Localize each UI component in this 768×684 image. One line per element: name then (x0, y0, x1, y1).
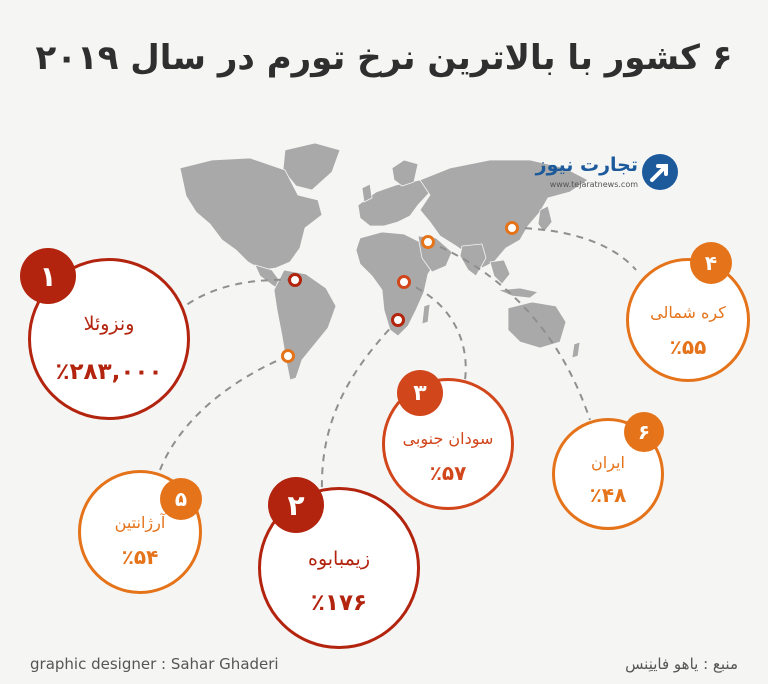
country-card-north-korea: کره شمالی ٪۵۵ (626, 258, 750, 382)
country-card-iran: ایران ٪۴۸ (552, 418, 664, 530)
country-value: ٪۱۷۶ (310, 590, 368, 616)
tejarat-news-logo: تجارت نیوز www.tejaratnews.com (528, 150, 678, 196)
europe-shape (357, 179, 431, 227)
country-name: زیمبابوه (307, 548, 371, 570)
country-value: ٪۲۸۳,۰۰۰ (55, 359, 163, 385)
country-name: ایران (591, 453, 625, 472)
rank-badge: ۴ (690, 242, 732, 284)
new-zealand-shape (571, 341, 581, 359)
marker-north-korea (505, 221, 519, 235)
logo-url: www.tejaratnews.com (549, 180, 638, 189)
connector-argentina (159, 355, 289, 471)
rank-badge: ۵ (160, 478, 202, 520)
connector-zimbabwe (320, 319, 399, 493)
marker-zimbabwe (391, 313, 405, 327)
country-name: کره شمالی (650, 303, 726, 322)
country-value: ٪۵۴ (121, 545, 159, 569)
rank-badge: ۶ (624, 412, 664, 452)
japan-shape (537, 205, 553, 233)
country-value: ٪۵۵ (669, 335, 707, 359)
country-name: آرژانتین (114, 513, 166, 532)
indonesia-shape (497, 287, 539, 299)
designer-credit: graphic designer : Sahar Ghaderi (30, 655, 279, 673)
africa-shape (355, 231, 437, 337)
logo-name: تجارت نیوز (535, 154, 638, 176)
country-name: سودان جنوبی (402, 429, 494, 448)
marker-argentina (281, 349, 295, 363)
country-value: ٪۵۷ (429, 461, 467, 485)
rank-badge: ۳ (397, 370, 443, 416)
connector-south-sudan (403, 281, 467, 381)
connector-iran (427, 241, 591, 421)
asia-shape (419, 159, 589, 269)
country-value: ٪۴۸ (589, 483, 627, 507)
north-america-shape (179, 157, 323, 271)
logo-arrow-icon (642, 154, 678, 190)
scandinavia-shape (391, 159, 419, 187)
country-name: ونزوئلا (83, 313, 135, 335)
uk-shape (361, 183, 373, 203)
source-credit: منبع : یاهو فاینِنس (625, 655, 738, 673)
marker-iran (421, 235, 435, 249)
rank-badge: ۲ (268, 477, 324, 533)
country-card-argentina: آرژانتین ٪۵۴ (78, 470, 202, 594)
madagascar-shape (421, 303, 431, 325)
southeast-asia-shape (489, 259, 511, 285)
south-america-shape (273, 269, 337, 381)
page-title: ۶ کشور با بالاترین نرخ تورم در سال ۲۰۱۹ (35, 38, 733, 78)
marker-south-sudan (397, 275, 411, 289)
marker-venezuela (288, 273, 302, 287)
australia-shape (507, 301, 567, 349)
rank-badge: ۱ (20, 248, 76, 304)
connector-north-korea (511, 227, 637, 271)
